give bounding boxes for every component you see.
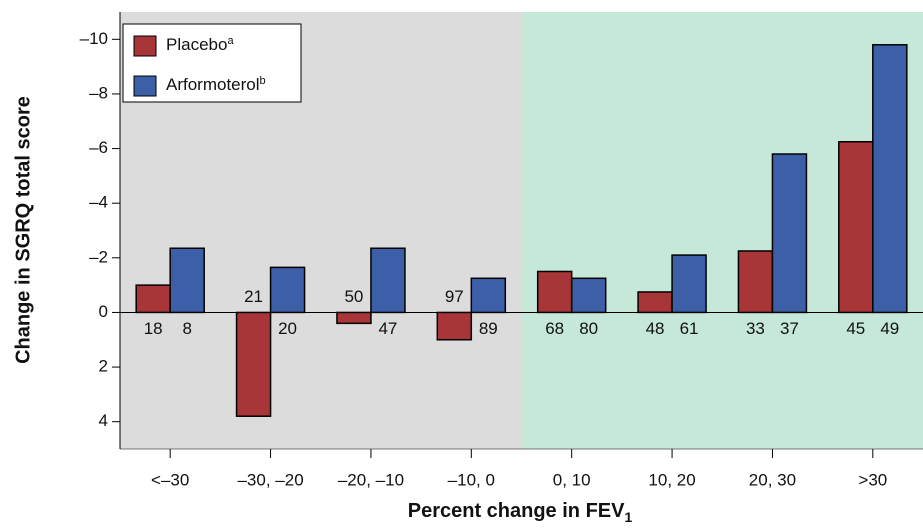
x-tick-label: 10, 20 — [648, 470, 695, 489]
n-label: 80 — [579, 319, 598, 338]
x-axis-title: Percent change in FEV1 — [408, 500, 633, 524]
legend-label: Arformoterolb — [166, 75, 266, 95]
bar — [838, 140, 874, 314]
bar — [370, 247, 406, 314]
bar — [671, 254, 707, 314]
legend-name: Arformoterol — [166, 75, 260, 94]
bar — [536, 270, 573, 314]
n-label: 97 — [445, 287, 464, 306]
n-label: 21 — [244, 287, 263, 306]
n-label: 20 — [278, 319, 297, 338]
bar — [771, 153, 808, 314]
bar — [570, 277, 607, 314]
bar — [135, 284, 171, 314]
bar — [637, 291, 673, 314]
n-label: 48 — [646, 319, 665, 338]
n-label: 8 — [182, 319, 191, 338]
legend-superscript: b — [260, 75, 266, 87]
n-label: 33 — [746, 319, 765, 338]
bar — [737, 250, 774, 314]
n-label: 18 — [144, 319, 163, 338]
bar — [235, 311, 272, 417]
legend-swatch — [133, 75, 157, 97]
legend-name: Placebo — [166, 35, 227, 54]
n-label: 89 — [479, 319, 498, 338]
bar — [436, 311, 473, 341]
y-tick-label: 0 — [99, 302, 108, 321]
x-tick-label: –20, –10 — [338, 470, 404, 489]
x-axis-title-text: Percent change in FEV — [408, 500, 625, 522]
x-tick-label: <–30 — [151, 470, 189, 489]
n-label: 49 — [880, 319, 899, 338]
y-tick-label: –2 — [89, 247, 108, 266]
bar — [169, 247, 205, 314]
legend-superscript: a — [227, 35, 234, 47]
y-tick-label: –10 — [80, 29, 108, 48]
y-tick-label: –6 — [89, 138, 108, 157]
y-tick-label: 2 — [99, 357, 108, 376]
legend: Placeboa Arformoterolb — [122, 23, 302, 103]
bar — [336, 311, 372, 325]
x-tick-label: –10, 0 — [448, 470, 495, 489]
x-axis-title-subscript: 1 — [624, 509, 632, 525]
bar — [269, 266, 306, 314]
n-label: 61 — [680, 319, 699, 338]
n-label: 37 — [780, 319, 799, 338]
y-tick-label: –4 — [89, 193, 108, 212]
y-tick-label: –8 — [89, 83, 108, 102]
bar — [872, 44, 908, 314]
n-label: 68 — [545, 319, 564, 338]
legend-label: Placeboa — [166, 35, 234, 55]
n-label: 50 — [344, 287, 363, 306]
n-label: 45 — [846, 319, 865, 338]
x-tick-label: >30 — [858, 470, 887, 489]
y-tick-label: 4 — [99, 411, 108, 430]
y-axis-title: Change in SGRQ total score — [12, 96, 34, 364]
n-label: 47 — [378, 319, 397, 338]
x-tick-label: 20, 30 — [749, 470, 796, 489]
x-tick-label: –30, –20 — [237, 470, 303, 489]
bar — [470, 277, 507, 314]
legend-swatch — [133, 35, 157, 57]
x-tick-label: 0, 10 — [553, 470, 591, 489]
